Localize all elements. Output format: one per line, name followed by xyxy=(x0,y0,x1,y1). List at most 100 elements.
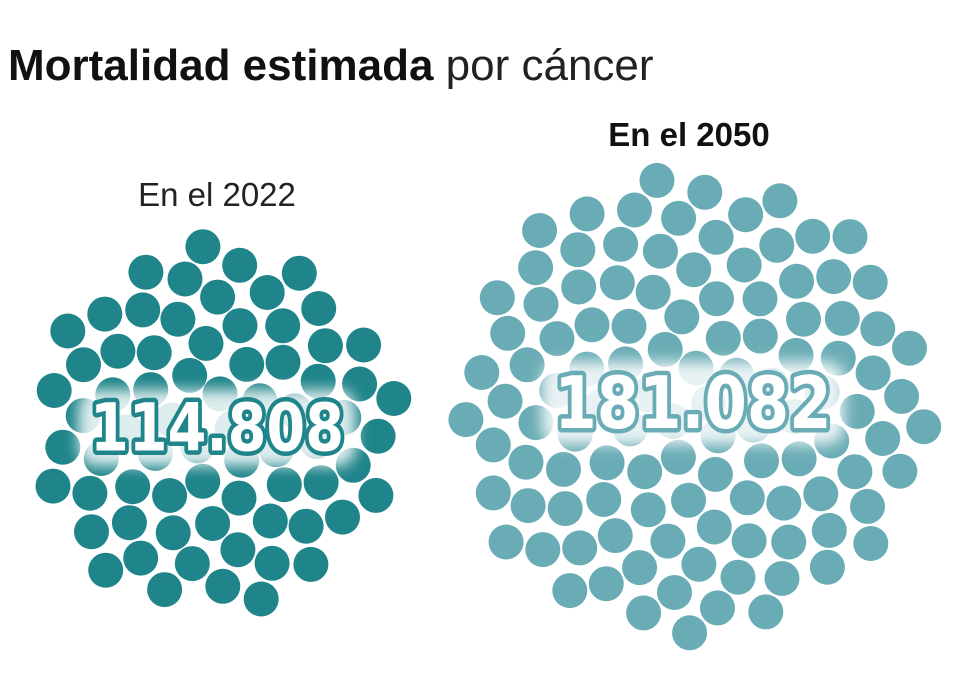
dot-2022 xyxy=(100,333,136,369)
dot-2050 xyxy=(742,318,778,354)
dot-2050 xyxy=(687,174,723,210)
dot-2022 xyxy=(254,545,290,581)
dot-2022 xyxy=(266,467,302,503)
dot-2050 xyxy=(639,162,675,198)
dot-2050 xyxy=(547,491,583,527)
dot-2022 xyxy=(293,546,329,582)
dot-2050 xyxy=(561,269,597,305)
dot-2022 xyxy=(72,475,108,511)
dot-2050 xyxy=(696,509,732,545)
label-2050: En el 2050 xyxy=(608,116,770,153)
dot-2022 xyxy=(346,327,382,363)
dot-2050 xyxy=(588,566,624,602)
dot-2022 xyxy=(66,347,101,383)
dot-2050 xyxy=(518,250,554,286)
value-halo-2050 xyxy=(541,361,845,445)
chart-title-light: por cáncer xyxy=(445,41,654,90)
dot-2050 xyxy=(599,265,635,301)
dot-2050 xyxy=(622,550,658,586)
dot-2050 xyxy=(853,526,889,561)
dot-2050 xyxy=(475,475,511,511)
dot-2050 xyxy=(728,197,764,233)
dot-2050 xyxy=(882,453,918,489)
dot-2050 xyxy=(781,441,817,477)
dot-2050 xyxy=(837,454,873,490)
dot-2050 xyxy=(786,301,821,337)
dot-2022 xyxy=(221,480,257,516)
dot-2050 xyxy=(839,393,875,429)
dot-2050 xyxy=(729,480,765,516)
dot-2022 xyxy=(222,247,258,283)
dot-2050 xyxy=(681,546,717,582)
dot-2022 xyxy=(128,254,164,290)
dot-2022 xyxy=(35,468,71,504)
dot-2050 xyxy=(626,595,662,631)
dot-2050 xyxy=(744,443,779,479)
value-label-2022: 114.808 xyxy=(90,390,344,467)
dot-2022 xyxy=(195,506,231,541)
dot-2050 xyxy=(855,355,891,391)
dot-2022 xyxy=(205,568,241,604)
dot-2050 xyxy=(824,300,860,336)
dot-2022 xyxy=(220,532,256,568)
dot-2050 xyxy=(731,523,767,559)
dot-2050 xyxy=(508,444,544,480)
dot-2022 xyxy=(360,418,396,454)
dot-2050 xyxy=(884,378,920,414)
dot-2022 xyxy=(185,229,221,265)
dot-2022 xyxy=(358,477,394,513)
dot-2050 xyxy=(832,219,868,255)
cluster-2022: 114.808 xyxy=(35,229,412,617)
dot-2050 xyxy=(698,219,734,255)
dot-2022 xyxy=(229,346,265,382)
dot-2050 xyxy=(487,383,523,419)
dot-2050 xyxy=(603,226,639,262)
dot-2050 xyxy=(448,402,484,438)
dot-2050 xyxy=(700,590,735,626)
dot-2050 xyxy=(650,523,686,559)
dot-2050 xyxy=(509,347,545,383)
value-label-2050: 181.082 xyxy=(554,361,831,445)
dot-2050 xyxy=(816,259,852,295)
dot-2022 xyxy=(300,363,336,399)
dot-2022 xyxy=(303,465,339,501)
dot-2050 xyxy=(562,530,598,566)
dot-2050 xyxy=(671,482,706,518)
dot-2022 xyxy=(88,552,124,588)
dot-2050 xyxy=(660,439,696,475)
dot-2050 xyxy=(611,308,647,344)
dot-2050 xyxy=(771,524,807,560)
dot-2022 xyxy=(188,325,224,361)
dot-2050 xyxy=(552,573,588,609)
dot-2050 xyxy=(627,454,663,490)
dot-2050 xyxy=(642,233,678,269)
dot-2050 xyxy=(906,409,942,445)
dot-2022 xyxy=(281,255,317,291)
dot-2050 xyxy=(764,561,800,596)
dot-2050 xyxy=(546,451,581,487)
dot-2050 xyxy=(539,321,575,357)
dot-2022 xyxy=(155,515,191,551)
dot-2050 xyxy=(850,488,885,524)
dot-2022 xyxy=(288,508,324,544)
dot-2022 xyxy=(301,291,337,326)
dot-2022 xyxy=(172,357,208,393)
dot-2050 xyxy=(657,575,692,610)
dot-2022 xyxy=(136,335,172,371)
chart-title: Mortalidad estimada por cáncer xyxy=(8,38,654,94)
dot-2050 xyxy=(635,274,671,310)
dot-2022 xyxy=(342,366,378,402)
dot-2050 xyxy=(525,532,561,568)
dot-2050 xyxy=(865,421,901,456)
dot-2050 xyxy=(569,196,605,232)
dot-2022 xyxy=(152,478,188,513)
dot-2022 xyxy=(160,301,196,337)
dot-2050 xyxy=(586,482,622,517)
dot-2050 xyxy=(759,227,795,263)
dot-2050 xyxy=(664,299,700,335)
dot-2050 xyxy=(697,456,733,492)
dot-2050 xyxy=(852,264,888,300)
dot-2050 xyxy=(748,594,784,630)
dot-2050 xyxy=(699,281,734,317)
dot-2022 xyxy=(174,546,210,582)
